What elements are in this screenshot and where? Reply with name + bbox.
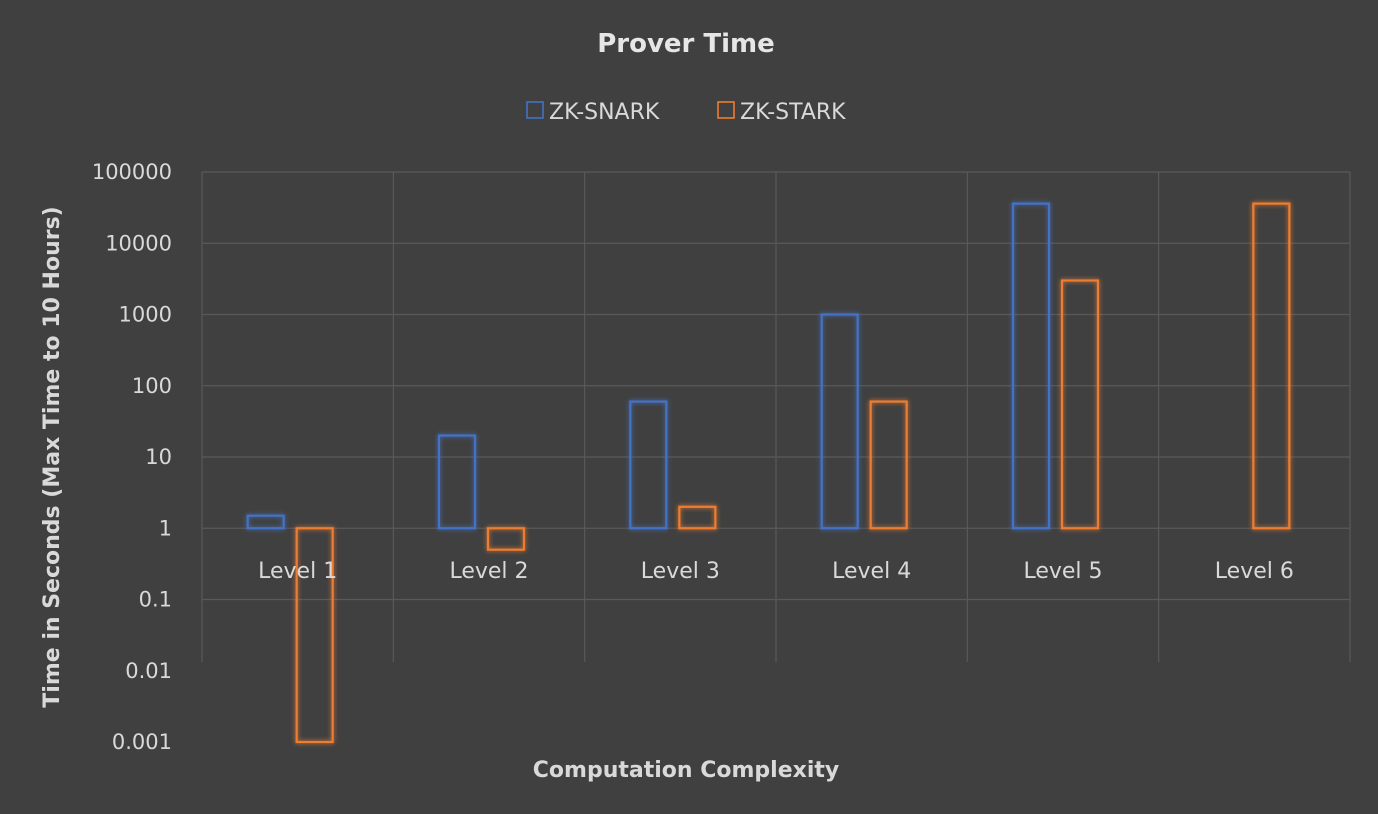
x-category-label: Level 1 <box>258 559 337 584</box>
x-category-label: Level 5 <box>1023 559 1102 584</box>
x-category-label: Level 4 <box>832 559 911 584</box>
x-category-label: Level 6 <box>1215 559 1294 584</box>
bar-zk-stark-level-2[interactable] <box>486 527 526 551</box>
x-axis-category-labels: Level 1 Level 2 Level 3 Level 4 Level 5 Level… <box>258 559 1294 584</box>
y-tick-label: 100 <box>132 374 172 398</box>
y-tick-label: 0.001 <box>112 730 172 754</box>
bar-zk-stark-level-4[interactable] <box>869 400 908 530</box>
bar-zk-stark-level-3[interactable] <box>678 505 717 530</box>
bar-zk-snark-level-2[interactable] <box>437 434 477 530</box>
bar-zk-snark-level-4[interactable] <box>820 313 859 530</box>
legend-swatch-zk-snark <box>526 101 544 119</box>
bars <box>246 202 1291 744</box>
bar-zk-snark-level-1[interactable] <box>246 514 285 530</box>
y-tick-label: 0.1 <box>139 588 172 612</box>
y-tick-label: 1 <box>159 516 172 540</box>
y-tick-label: 1000 <box>119 303 172 327</box>
legend-label-zk-stark: ZK-STARK <box>740 100 846 125</box>
bar-zk-snark-level-5[interactable] <box>1011 202 1051 530</box>
x-category-label: Level 2 <box>449 559 528 584</box>
y-tick-label: 10000 <box>105 231 172 255</box>
y-tick-label: 100000 <box>92 160 172 184</box>
bar-zk-stark-level-5[interactable] <box>1060 279 1100 530</box>
legend: ZK-SNARK ZK-STARK <box>526 100 846 125</box>
legend-swatch-zk-stark <box>717 101 735 119</box>
legend-item-zk-stark[interactable]: ZK-STARK <box>717 100 846 125</box>
bar-zk-snark-level-3[interactable] <box>629 400 668 530</box>
y-axis-tick-labels: 100000 10000 1000 100 10 1 0.1 0.01 0.001 <box>92 160 172 754</box>
x-category-label: Level 3 <box>641 559 720 584</box>
y-axis-title: Time in Seconds (Max Time to 10 Hours) <box>40 206 65 707</box>
legend-item-zk-snark[interactable]: ZK-SNARK <box>526 100 660 125</box>
chart-title: Prover Time <box>597 29 775 59</box>
bar-zk-stark-level-1[interactable] <box>295 527 334 744</box>
y-tick-label: 0.01 <box>125 659 172 683</box>
x-axis-title: Computation Complexity <box>533 758 839 783</box>
gridlines <box>201 171 1351 662</box>
y-tick-label: 10 <box>145 445 172 469</box>
legend-label-zk-snark: ZK-SNARK <box>549 100 660 125</box>
bar-zk-stark-level-6[interactable] <box>1252 202 1291 530</box>
